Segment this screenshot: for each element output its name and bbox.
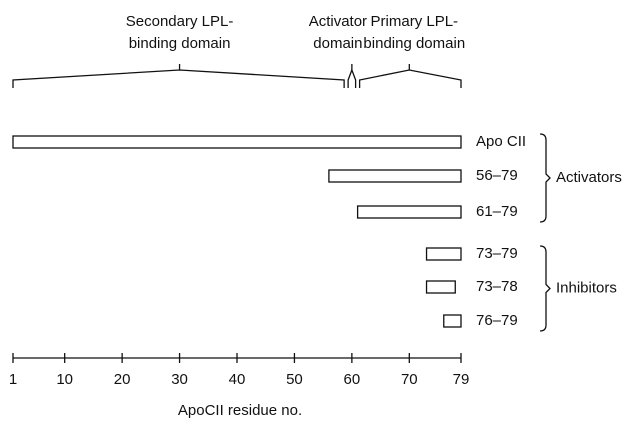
x-tick-label: 50: [286, 371, 303, 388]
range-bar: [12, 135, 462, 149]
domain-label: binding domain: [129, 35, 231, 52]
x-tick-label: 30: [171, 371, 188, 388]
range-bar: [328, 169, 462, 183]
range-bar: [443, 314, 462, 328]
group-label: Inhibitors: [556, 279, 617, 296]
x-tick-label: 10: [56, 371, 73, 388]
segment-label: Apo CII: [476, 133, 526, 150]
x-tick-label: 1: [9, 371, 17, 388]
range-bar: [425, 280, 456, 294]
group-label: Activators: [556, 169, 622, 186]
domain-label: Activator: [309, 13, 367, 30]
x-tick-label: 60: [344, 371, 361, 388]
domain-bracket: [347, 68, 357, 88]
segment-label: 76–79: [476, 312, 518, 329]
segment-label: 73–78: [476, 278, 518, 295]
x-axis-label: ApoCII residue no.: [178, 402, 302, 419]
segment-label: 56–79: [476, 167, 518, 184]
domain-label: Primary LPL-: [371, 13, 459, 30]
range-bar: [356, 205, 462, 219]
group-brace: [539, 245, 551, 332]
domain-bracket: [12, 69, 345, 88]
segment-label: 73–79: [476, 245, 518, 262]
x-tick-label: 79: [453, 371, 470, 388]
range-bar: [425, 247, 462, 261]
domain-label: binding domain: [363, 35, 465, 52]
x-tick-label: 70: [401, 371, 418, 388]
group-brace: [539, 133, 551, 223]
segment-label: 61–79: [476, 203, 518, 220]
x-tick-label: 40: [229, 371, 246, 388]
x-tick-label: 20: [114, 371, 131, 388]
domain-label: domain: [313, 35, 362, 52]
domain-bracket: [358, 69, 462, 88]
domain-label: Secondary LPL-: [126, 13, 234, 30]
